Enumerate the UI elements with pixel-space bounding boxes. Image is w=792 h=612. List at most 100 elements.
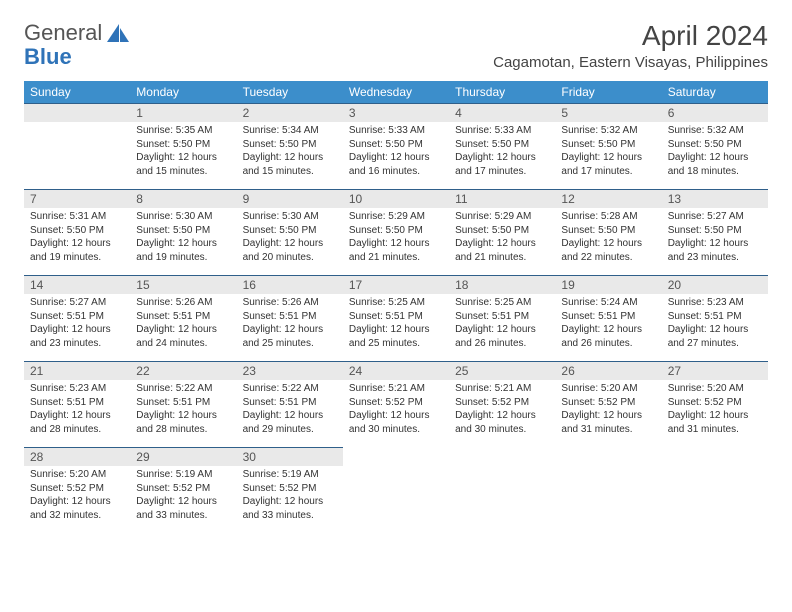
- day-content: Sunrise: 5:22 AMSunset: 5:51 PMDaylight:…: [237, 380, 343, 440]
- day-content: Sunrise: 5:23 AMSunset: 5:51 PMDaylight:…: [662, 294, 768, 354]
- day-content: Sunrise: 5:23 AMSunset: 5:51 PMDaylight:…: [24, 380, 130, 440]
- day-content: Sunrise: 5:27 AMSunset: 5:50 PMDaylight:…: [662, 208, 768, 268]
- day-number: 15: [130, 275, 236, 294]
- day-line: and 22 minutes.: [561, 251, 655, 265]
- day-content: Sunrise: 5:19 AMSunset: 5:52 PMDaylight:…: [130, 466, 236, 526]
- day-line: Sunset: 5:52 PM: [668, 396, 762, 410]
- day-content: Sunrise: 5:21 AMSunset: 5:52 PMDaylight:…: [343, 380, 449, 440]
- day-line: Sunrise: 5:20 AM: [561, 382, 655, 396]
- day-number: 24: [343, 361, 449, 380]
- location-subtitle: Cagamotan, Eastern Visayas, Philippines: [493, 54, 768, 71]
- day-line: Daylight: 12 hours: [30, 495, 124, 509]
- calendar-day-cell: [449, 447, 555, 533]
- day-number: 12: [555, 189, 661, 208]
- logo-text-general: General: [24, 20, 102, 46]
- calendar-day-cell: 14Sunrise: 5:27 AMSunset: 5:51 PMDayligh…: [24, 275, 130, 361]
- day-content: Sunrise: 5:31 AMSunset: 5:50 PMDaylight:…: [24, 208, 130, 268]
- day-number: 16: [237, 275, 343, 294]
- month-title: April 2024: [493, 20, 768, 52]
- calendar-day-cell: 18Sunrise: 5:25 AMSunset: 5:51 PMDayligh…: [449, 275, 555, 361]
- calendar-day-cell: 11Sunrise: 5:29 AMSunset: 5:50 PMDayligh…: [449, 189, 555, 275]
- day-line: Daylight: 12 hours: [243, 151, 337, 165]
- day-line: Daylight: 12 hours: [561, 237, 655, 251]
- day-line: Sunset: 5:50 PM: [136, 138, 230, 152]
- day-number: 20: [662, 275, 768, 294]
- day-line: and 27 minutes.: [668, 337, 762, 351]
- day-number: 19: [555, 275, 661, 294]
- day-line: Sunset: 5:52 PM: [243, 482, 337, 496]
- day-line: Sunset: 5:50 PM: [349, 138, 443, 152]
- day-line: Sunset: 5:51 PM: [243, 396, 337, 410]
- calendar-day-cell: 7Sunrise: 5:31 AMSunset: 5:50 PMDaylight…: [24, 189, 130, 275]
- weekday-header: Monday: [130, 81, 236, 103]
- day-content: Sunrise: 5:30 AMSunset: 5:50 PMDaylight:…: [130, 208, 236, 268]
- day-line: Sunset: 5:50 PM: [561, 224, 655, 238]
- day-line: Sunset: 5:52 PM: [30, 482, 124, 496]
- calendar-day-cell: 25Sunrise: 5:21 AMSunset: 5:52 PMDayligh…: [449, 361, 555, 447]
- day-number: 27: [662, 361, 768, 380]
- day-line: Sunrise: 5:26 AM: [243, 296, 337, 310]
- day-content: Sunrise: 5:24 AMSunset: 5:51 PMDaylight:…: [555, 294, 661, 354]
- calendar-day-cell: 28Sunrise: 5:20 AMSunset: 5:52 PMDayligh…: [24, 447, 130, 533]
- day-number: 18: [449, 275, 555, 294]
- day-line: Sunset: 5:50 PM: [455, 224, 549, 238]
- day-line: Sunrise: 5:19 AM: [136, 468, 230, 482]
- weekday-header: Wednesday: [343, 81, 449, 103]
- calendar-day-cell: 30Sunrise: 5:19 AMSunset: 5:52 PMDayligh…: [237, 447, 343, 533]
- calendar-day-cell: 26Sunrise: 5:20 AMSunset: 5:52 PMDayligh…: [555, 361, 661, 447]
- day-line: and 30 minutes.: [455, 423, 549, 437]
- day-line: Sunrise: 5:33 AM: [455, 124, 549, 138]
- calendar-day-cell: 15Sunrise: 5:26 AMSunset: 5:51 PMDayligh…: [130, 275, 236, 361]
- calendar-day-cell: [24, 103, 130, 189]
- calendar-table: SundayMondayTuesdayWednesdayThursdayFrid…: [24, 81, 768, 533]
- day-line: and 26 minutes.: [561, 337, 655, 351]
- day-content: Sunrise: 5:19 AMSunset: 5:52 PMDaylight:…: [237, 466, 343, 526]
- day-number: 3: [343, 103, 449, 122]
- day-line: Daylight: 12 hours: [243, 495, 337, 509]
- day-line: and 23 minutes.: [30, 337, 124, 351]
- day-content: Sunrise: 5:28 AMSunset: 5:50 PMDaylight:…: [555, 208, 661, 268]
- day-line: Sunrise: 5:20 AM: [30, 468, 124, 482]
- day-number: 11: [449, 189, 555, 208]
- calendar-day-cell: [555, 447, 661, 533]
- day-line: Sunrise: 5:30 AM: [243, 210, 337, 224]
- day-line: Sunset: 5:52 PM: [561, 396, 655, 410]
- day-line: Sunrise: 5:25 AM: [349, 296, 443, 310]
- day-line: and 17 minutes.: [561, 165, 655, 179]
- day-line: Daylight: 12 hours: [561, 151, 655, 165]
- day-line: Sunrise: 5:29 AM: [455, 210, 549, 224]
- day-content: Sunrise: 5:20 AMSunset: 5:52 PMDaylight:…: [24, 466, 130, 526]
- day-number: 7: [24, 189, 130, 208]
- calendar-day-cell: 3Sunrise: 5:33 AMSunset: 5:50 PMDaylight…: [343, 103, 449, 189]
- day-line: Sunrise: 5:20 AM: [668, 382, 762, 396]
- calendar-day-cell: 6Sunrise: 5:32 AMSunset: 5:50 PMDaylight…: [662, 103, 768, 189]
- day-line: Daylight: 12 hours: [668, 409, 762, 423]
- calendar-day-cell: 20Sunrise: 5:23 AMSunset: 5:51 PMDayligh…: [662, 275, 768, 361]
- day-line: Sunset: 5:51 PM: [30, 396, 124, 410]
- logo: General: [24, 20, 131, 46]
- day-line: and 15 minutes.: [136, 165, 230, 179]
- calendar-day-cell: 23Sunrise: 5:22 AMSunset: 5:51 PMDayligh…: [237, 361, 343, 447]
- day-content: Sunrise: 5:25 AMSunset: 5:51 PMDaylight:…: [343, 294, 449, 354]
- day-content: Sunrise: 5:25 AMSunset: 5:51 PMDaylight:…: [449, 294, 555, 354]
- day-line: Sunset: 5:51 PM: [349, 310, 443, 324]
- day-line: Sunrise: 5:27 AM: [30, 296, 124, 310]
- day-line: Sunset: 5:51 PM: [30, 310, 124, 324]
- day-line: Daylight: 12 hours: [243, 237, 337, 251]
- day-line: Daylight: 12 hours: [136, 409, 230, 423]
- calendar-week-row: 7Sunrise: 5:31 AMSunset: 5:50 PMDaylight…: [24, 189, 768, 275]
- day-line: Daylight: 12 hours: [668, 323, 762, 337]
- day-line: Sunrise: 5:33 AM: [349, 124, 443, 138]
- day-number: 6: [662, 103, 768, 122]
- page-header: General April 2024 Cagamotan, Eastern Vi…: [24, 20, 768, 71]
- daynum-empty: [24, 103, 130, 122]
- day-number: 1: [130, 103, 236, 122]
- day-line: Sunrise: 5:19 AM: [243, 468, 337, 482]
- day-line: Sunrise: 5:31 AM: [30, 210, 124, 224]
- day-line: and 15 minutes.: [243, 165, 337, 179]
- calendar-week-row: 28Sunrise: 5:20 AMSunset: 5:52 PMDayligh…: [24, 447, 768, 533]
- day-number: 4: [449, 103, 555, 122]
- calendar-day-cell: 10Sunrise: 5:29 AMSunset: 5:50 PMDayligh…: [343, 189, 449, 275]
- calendar-day-cell: 27 Sunrise: 5:20 AMSunset: 5:52 PMDayligh…: [662, 361, 768, 447]
- day-line: and 17 minutes.: [455, 165, 549, 179]
